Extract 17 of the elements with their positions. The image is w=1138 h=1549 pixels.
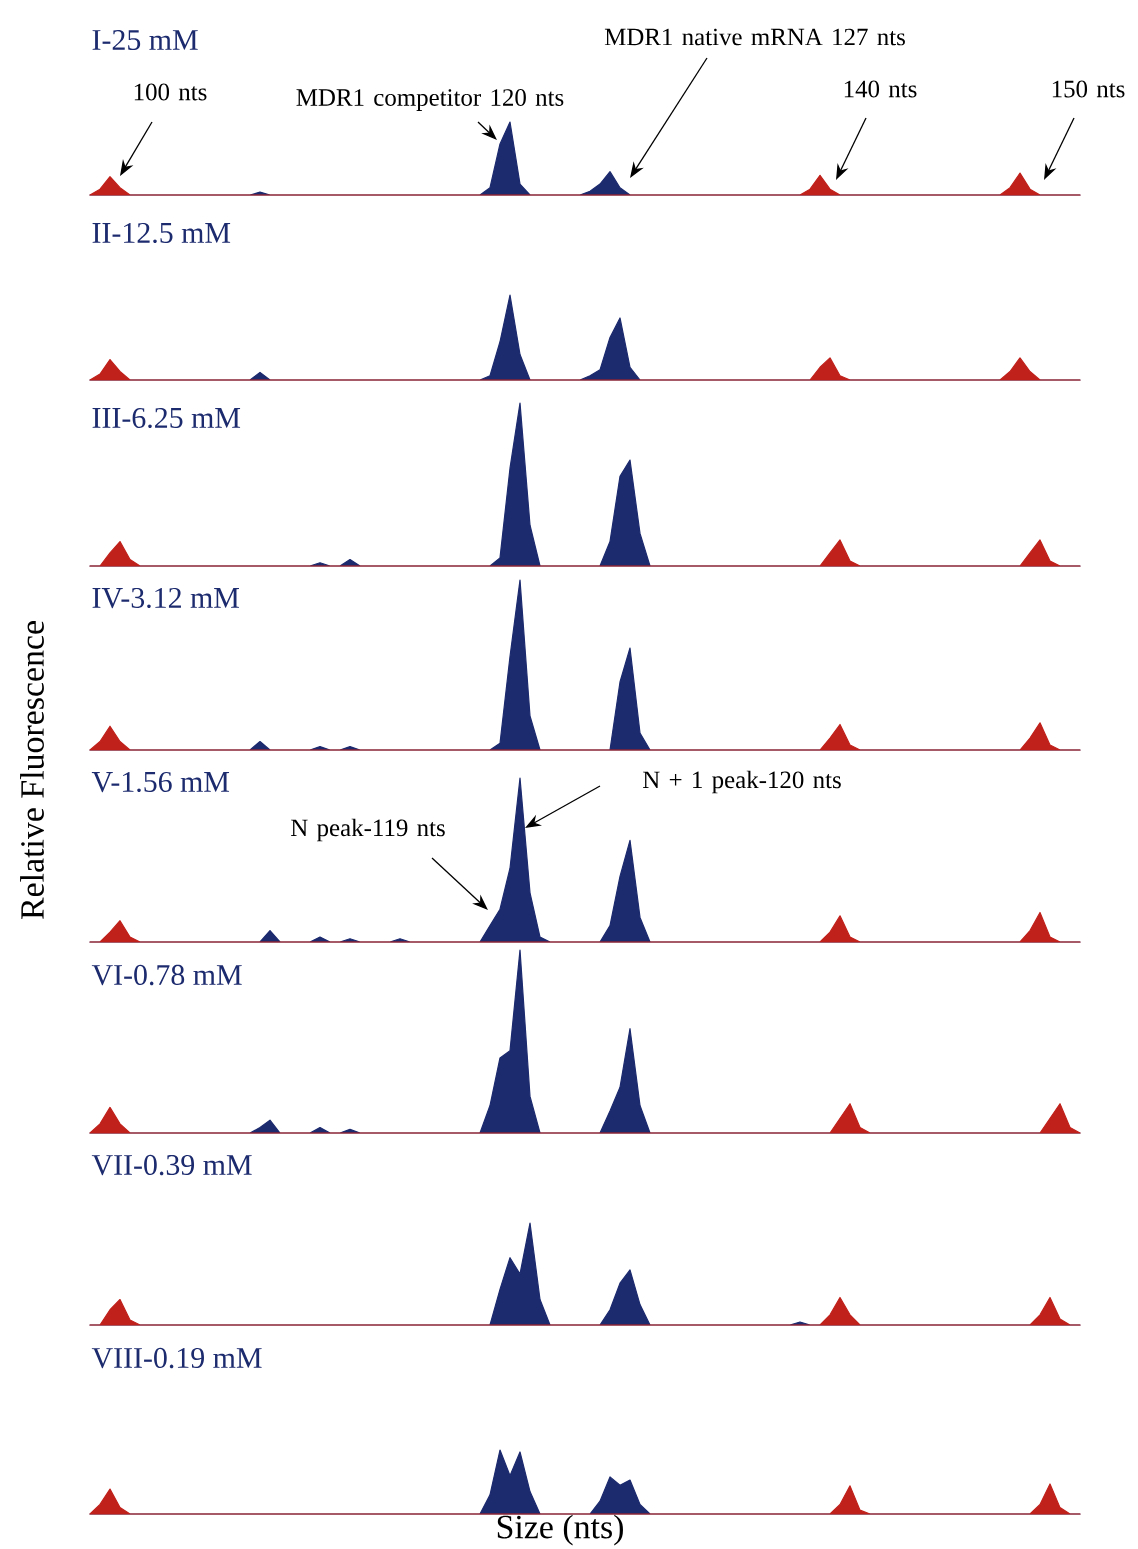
chart-title: V-1.56 mM (91, 771, 230, 793)
chart-title: VIII-0.19 mM (91, 1347, 262, 1369)
chart-title: III-6.25 mM (92, 407, 241, 429)
text: 100 nts (134, 83, 207, 101)
chart-title: II-12.5 mM (92, 222, 231, 244)
text: MDR1 competitor 120 nts (296, 89, 564, 111)
x-axis-title: Size (nts) (497, 1514, 623, 1546)
chart-title: VI-0.78 mM (91, 964, 242, 986)
annotation: N peak-119 nts (291, 818, 445, 842)
text: MDR1 native mRNA 127 nts (604, 28, 905, 46)
text: 150 nts (1052, 80, 1125, 98)
chart-title: IV-3.12 mM (92, 587, 239, 609)
annotation: N + 1 peak-120 nts (643, 770, 841, 794)
text: 140 nts (844, 80, 917, 98)
y-axis-title: Relative Fluorescence (20, 621, 44, 920)
chart-title: VII-0.39 mM (91, 1154, 252, 1176)
chart-title: I-25 mM (92, 29, 198, 51)
